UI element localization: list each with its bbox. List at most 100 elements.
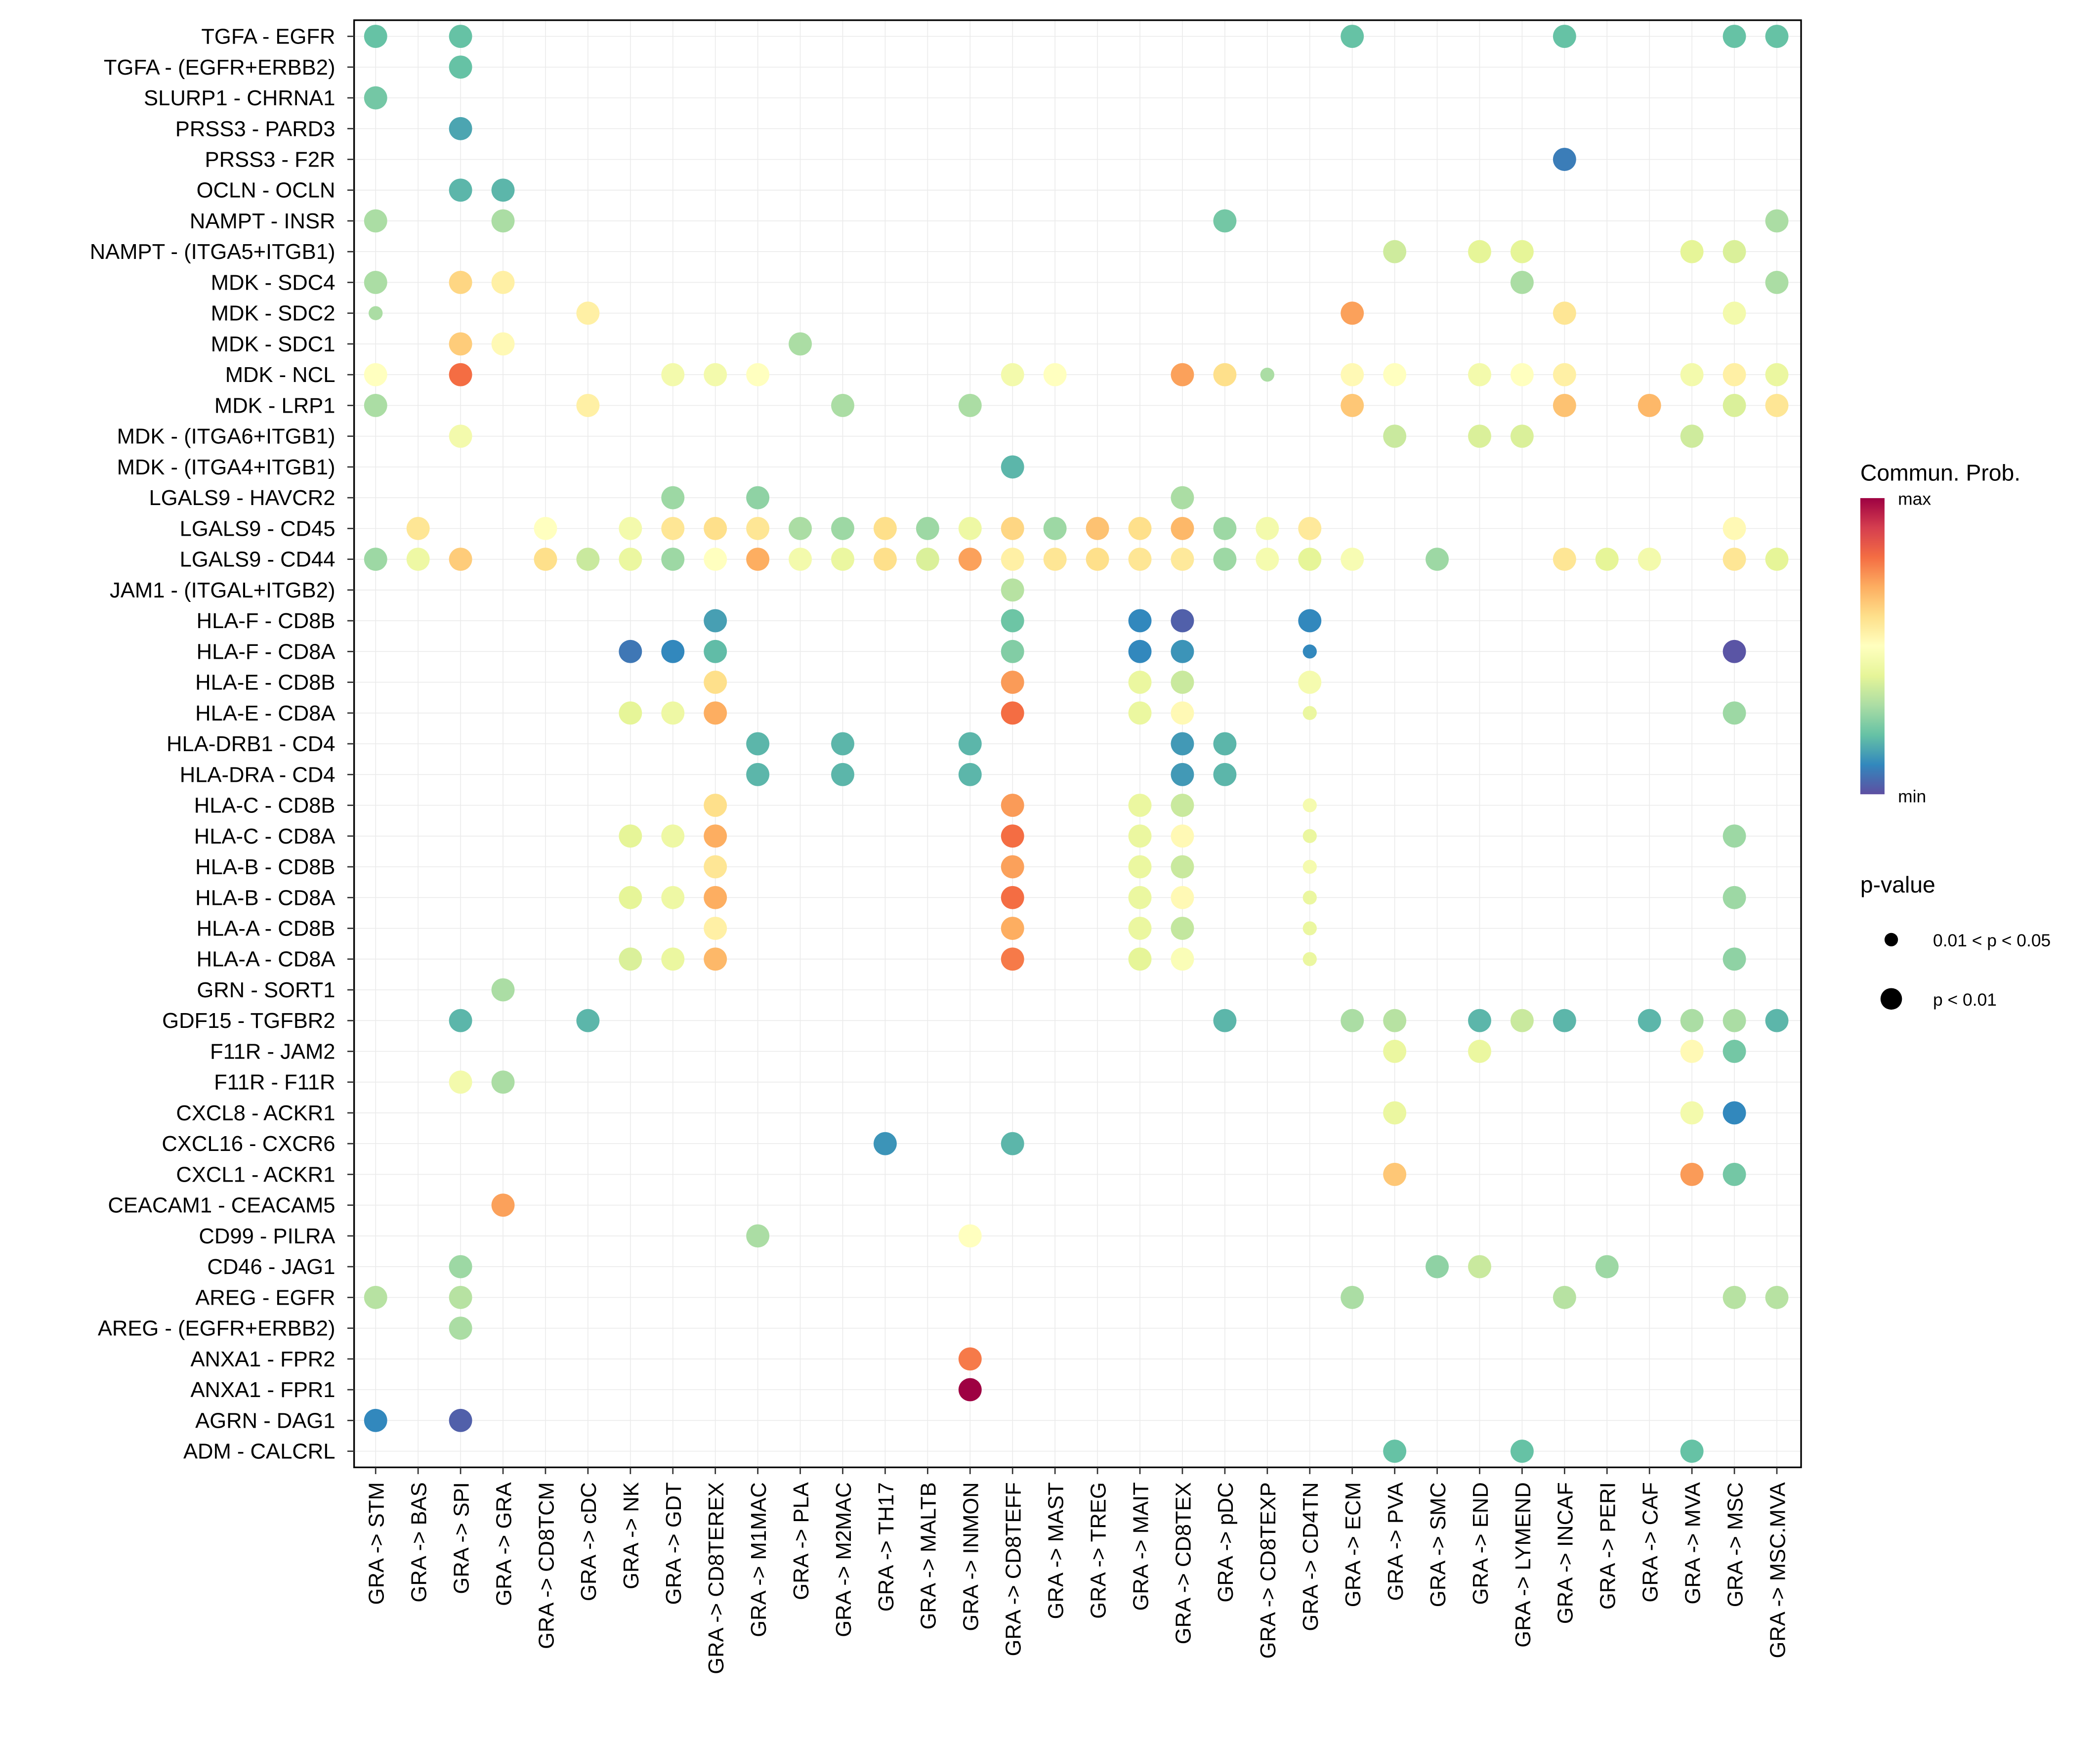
- data-dot: [1001, 516, 1024, 540]
- data-dot: [1680, 1009, 1704, 1032]
- x-tick-label: GRA -> INCAF: [1554, 1482, 1578, 1624]
- data-dot: [1341, 25, 1364, 48]
- y-tick-label: HLA-C - CD8B: [194, 794, 336, 818]
- size-legend-dot-small: [1884, 933, 1898, 947]
- y-tick-label: HLA-B - CD8A: [195, 886, 335, 910]
- y-tick-label: MDK - SDC2: [211, 302, 336, 326]
- y-tick-label: LGALS9 - CD44: [180, 548, 336, 572]
- x-tick-label: GRA -> CD8TEREX: [705, 1482, 728, 1674]
- data-dot: [1171, 917, 1194, 940]
- color-bar: [1860, 498, 1885, 795]
- data-dot: [1213, 1009, 1237, 1032]
- y-tick-label: TGFA - (EGFR+ERBB2): [104, 56, 336, 80]
- data-dot: [1553, 25, 1576, 48]
- y-tick-label: HLA-E - CD8A: [195, 702, 335, 725]
- x-tick-label: GRA -> MAIT: [1129, 1482, 1153, 1611]
- y-tick-label: TGFA - EGFR: [201, 25, 335, 49]
- y-tick-label: HLA-A - CD8A: [197, 948, 336, 972]
- data-dot: [491, 1070, 515, 1094]
- data-dot: [1213, 548, 1237, 571]
- y-tick-label: NAMPT - (ITGA5+ITGB1): [90, 240, 336, 264]
- data-dot: [1128, 671, 1152, 694]
- data-dot: [1722, 886, 1746, 909]
- data-dot: [1001, 855, 1024, 879]
- data-dot: [1001, 794, 1024, 817]
- data-dot: [1722, 394, 1746, 417]
- data-dot: [1595, 548, 1619, 571]
- data-dot: [1171, 486, 1194, 510]
- data-dot: [1128, 917, 1152, 940]
- data-dot: [1171, 516, 1194, 540]
- size-legend-title: p-value: [1860, 872, 1935, 897]
- data-dot: [364, 1285, 387, 1309]
- data-dot: [1043, 548, 1067, 571]
- data-dot: [1341, 1285, 1364, 1309]
- y-tick-label: PRSS3 - PARD3: [175, 117, 336, 141]
- x-tick-label: GRA -> MALTB: [917, 1482, 941, 1629]
- data-dot: [1256, 516, 1279, 540]
- x-tick-label: GRA -> CD8TEX: [1172, 1482, 1195, 1644]
- data-dot: [1128, 794, 1152, 817]
- data-dot: [958, 1378, 982, 1402]
- data-dot: [704, 794, 727, 817]
- data-dot: [1595, 1255, 1619, 1278]
- data-dot: [364, 394, 387, 417]
- data-dot: [1001, 947, 1024, 971]
- data-dot: [1722, 1009, 1746, 1032]
- y-tick-label: MDK - SDC4: [211, 271, 336, 295]
- data-dot: [369, 306, 383, 320]
- data-dot: [1553, 1285, 1576, 1309]
- data-dot: [449, 332, 472, 356]
- data-dot: [1722, 1040, 1746, 1063]
- x-tick-label: GRA -> SMC: [1427, 1482, 1450, 1607]
- data-dot: [1302, 891, 1317, 905]
- data-dot: [1765, 394, 1789, 417]
- data-dot: [831, 548, 854, 571]
- data-dot: [1638, 1009, 1661, 1032]
- data-dot: [1510, 1009, 1534, 1032]
- data-dot: [1341, 1009, 1364, 1032]
- y-tick-label: LGALS9 - HAVCR2: [149, 486, 335, 510]
- data-dot: [1722, 363, 1746, 386]
- data-dot: [1341, 394, 1364, 417]
- data-dot: [746, 486, 770, 510]
- x-tick-label: GRA -> LYMEND: [1512, 1482, 1535, 1648]
- data-dot: [1765, 25, 1789, 48]
- data-dot: [1638, 394, 1661, 417]
- y-tick-label: HLA-DRA - CD4: [180, 763, 336, 787]
- data-dot: [1680, 363, 1704, 386]
- data-dot: [364, 271, 387, 294]
- data-dot: [576, 548, 600, 571]
- data-dot: [1468, 1255, 1491, 1278]
- y-tick-label: AGRN - DAG1: [195, 1409, 335, 1433]
- data-dot: [789, 332, 812, 356]
- data-dot: [1298, 516, 1322, 540]
- x-tick-label: GRA -> GDT: [662, 1482, 686, 1605]
- data-dot: [1722, 947, 1746, 971]
- x-tick-label: GRA -> cDC: [577, 1482, 601, 1601]
- data-dot: [1128, 824, 1152, 848]
- x-tick-label: GRA -> STM: [365, 1482, 389, 1605]
- y-tick-label: ADM - CALCRL: [183, 1440, 336, 1464]
- data-dot: [1001, 1132, 1024, 1155]
- data-dot: [1128, 947, 1152, 971]
- y-tick-label: MDK - LRP1: [214, 394, 336, 418]
- data-dot: [1765, 1009, 1789, 1032]
- data-dot: [1722, 701, 1746, 725]
- data-dot: [619, 947, 642, 971]
- data-dot: [1171, 701, 1194, 725]
- data-dot: [1722, 1285, 1746, 1309]
- data-dot: [1510, 425, 1534, 448]
- data-dot: [1553, 363, 1576, 386]
- data-dot: [1043, 516, 1067, 540]
- data-dot: [831, 516, 854, 540]
- data-dot: [1128, 609, 1152, 633]
- y-tick-label: GRN - SORT1: [197, 978, 335, 1002]
- size-legend-label-large: p < 0.01: [1933, 990, 1997, 1010]
- data-dot: [1001, 701, 1024, 725]
- y-tick-label: CXCL16 - CXCR6: [162, 1132, 335, 1156]
- data-dot: [1171, 609, 1194, 633]
- data-dot: [364, 25, 387, 48]
- data-dot: [831, 732, 854, 756]
